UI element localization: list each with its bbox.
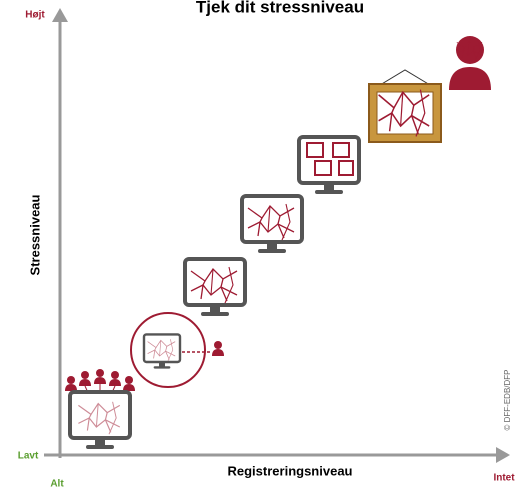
- monitor-1: [70, 392, 130, 449]
- y-top: Højt: [25, 10, 45, 21]
- credit: © DFF-EDB/DFP: [503, 369, 512, 430]
- x-label: Registreringsniveau: [228, 463, 353, 478]
- x-right: Intet: [493, 473, 515, 484]
- y-bottom: Lavt: [18, 451, 39, 462]
- x-left: Alt: [50, 479, 64, 490]
- y-arrow: [52, 8, 68, 22]
- x-arrow: [496, 447, 510, 463]
- stressed-person: [449, 36, 491, 90]
- y-label: Stressniveau: [27, 194, 42, 275]
- infographic: Tjek dit stressniveau Højt Lavt Alt Inte…: [0, 0, 518, 490]
- framed-picture: [369, 70, 441, 142]
- monitor-4: [242, 196, 302, 253]
- title: Tjek dit stressniveau: [196, 0, 364, 16]
- person: [212, 341, 224, 356]
- monitor-3: [185, 259, 245, 316]
- monitor-5: [299, 137, 359, 194]
